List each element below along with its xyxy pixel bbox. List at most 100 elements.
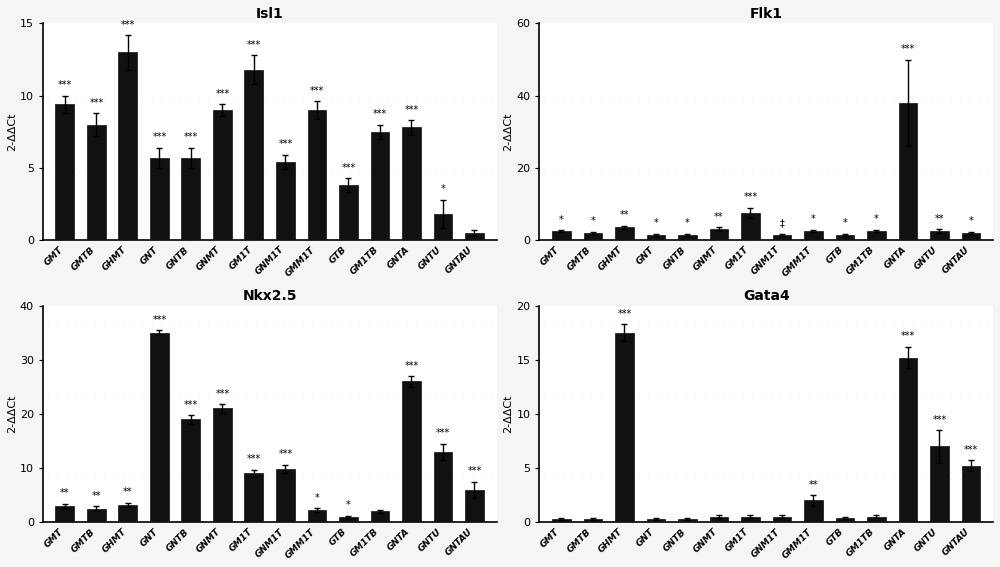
- Point: [943, 55, 959, 64]
- Point: [437, 388, 453, 397]
- Point: [59, 229, 75, 238]
- Point: [399, 26, 415, 35]
- Bar: [647, 235, 665, 240]
- Point: [134, 185, 150, 194]
- Point: [574, 438, 590, 447]
- Point: [848, 48, 864, 57]
- Point: [536, 134, 552, 143]
- Point: [980, 330, 996, 339]
- Point: [295, 185, 311, 194]
- Point: [408, 496, 424, 505]
- Point: [418, 84, 434, 93]
- Point: [650, 467, 666, 476]
- Point: [659, 352, 675, 361]
- Point: [650, 105, 666, 115]
- Point: [342, 424, 358, 433]
- Point: [583, 337, 599, 346]
- Point: [314, 308, 330, 318]
- Point: [980, 171, 996, 180]
- Point: [744, 496, 760, 505]
- Point: [106, 120, 122, 129]
- Point: [446, 62, 462, 71]
- Point: [399, 171, 415, 180]
- Point: [361, 380, 377, 390]
- Point: [687, 481, 703, 490]
- Point: [848, 55, 864, 64]
- Point: [574, 185, 590, 194]
- Point: [706, 200, 722, 209]
- Point: [285, 200, 301, 209]
- Point: [857, 70, 873, 79]
- Point: [763, 366, 779, 375]
- Point: [602, 229, 618, 238]
- Point: [446, 373, 462, 382]
- Point: [40, 41, 56, 50]
- Point: [191, 113, 207, 122]
- Point: [668, 142, 684, 151]
- Point: [248, 510, 264, 519]
- Point: [687, 33, 703, 43]
- Point: [304, 19, 320, 28]
- Point: [574, 395, 590, 404]
- Point: [725, 120, 741, 129]
- Point: [602, 142, 618, 151]
- Point: [583, 438, 599, 447]
- Point: [144, 315, 160, 324]
- Point: [162, 431, 178, 440]
- Point: [820, 388, 836, 397]
- Point: [134, 142, 150, 151]
- Point: [961, 113, 977, 122]
- Point: [754, 26, 770, 35]
- Point: [555, 330, 571, 339]
- Point: [266, 496, 282, 505]
- Point: [848, 308, 864, 318]
- Point: [276, 424, 292, 433]
- Point: [115, 127, 131, 136]
- Point: [191, 84, 207, 93]
- Point: [848, 424, 864, 433]
- Point: [134, 503, 150, 512]
- Point: [87, 171, 103, 180]
- Point: [266, 185, 282, 194]
- Point: [952, 424, 968, 433]
- Point: [772, 156, 788, 165]
- Point: [408, 510, 424, 519]
- Point: [40, 98, 56, 107]
- Point: [744, 113, 760, 122]
- Point: [153, 452, 169, 462]
- Text: ***: ***: [932, 414, 947, 425]
- Point: [389, 503, 405, 512]
- Point: [238, 446, 254, 455]
- Point: [697, 120, 713, 129]
- Point: [77, 337, 93, 346]
- Point: [744, 301, 760, 310]
- Point: [848, 503, 864, 512]
- Point: [602, 200, 618, 209]
- Point: [650, 510, 666, 519]
- Point: [876, 156, 892, 165]
- Point: [408, 214, 424, 223]
- Point: [706, 113, 722, 122]
- Point: [125, 98, 141, 107]
- Point: [59, 308, 75, 318]
- Point: [735, 323, 751, 332]
- Point: [829, 229, 845, 238]
- Point: [961, 352, 977, 361]
- Point: [162, 352, 178, 361]
- Point: [867, 503, 883, 512]
- Point: [914, 48, 930, 57]
- Point: [857, 402, 873, 411]
- Point: [555, 62, 571, 71]
- Point: [446, 308, 462, 318]
- Point: [276, 98, 292, 107]
- Point: [181, 510, 197, 519]
- Point: [782, 510, 798, 519]
- Point: [763, 91, 779, 100]
- Point: [162, 446, 178, 455]
- Point: [536, 388, 552, 397]
- Point: [839, 91, 855, 100]
- Point: [323, 185, 339, 194]
- Point: [304, 323, 320, 332]
- Point: [621, 496, 637, 505]
- Point: [181, 171, 197, 180]
